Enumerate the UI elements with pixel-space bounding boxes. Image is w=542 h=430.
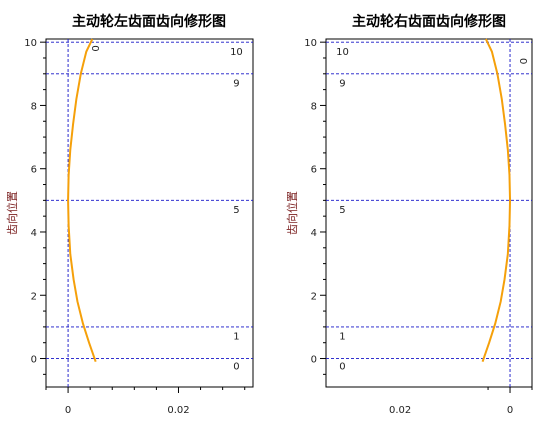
y-tick-label: 4 (311, 228, 317, 239)
y-tick-label: 10 (304, 38, 317, 49)
chart-title: 主动轮左齿面齿向修形图 (72, 13, 226, 30)
section-label: 5 (233, 205, 239, 216)
x-tick-label: 0 (65, 405, 71, 416)
section-label: 0 (339, 362, 345, 373)
y-axis-label: 齿向位置 (285, 191, 299, 235)
y-tick-label: 10 (24, 38, 37, 49)
y-axis-label: 齿向位置 (5, 191, 19, 235)
section-label: 0 (517, 58, 528, 64)
y-tick-label: 8 (311, 101, 317, 112)
section-label: 10 (230, 47, 243, 58)
y-tick-label: 4 (31, 228, 37, 239)
section-label: 10 (336, 47, 349, 58)
y-tick-label: 6 (311, 165, 317, 176)
x-tick-label: 0 (507, 405, 513, 416)
y-tick-label: 2 (31, 291, 37, 302)
y-tick-label: 8 (31, 101, 37, 112)
section-label: 1 (339, 332, 345, 343)
y-tick-label: 2 (311, 291, 317, 302)
chart-title: 主动轮右齿面齿向修形图 (352, 13, 506, 30)
y-tick-label: 0 (31, 355, 37, 366)
section-label: 9 (233, 78, 239, 89)
x-tick-label: 0.02 (167, 405, 189, 416)
section-label: 0 (233, 362, 239, 373)
section-label: 9 (339, 78, 345, 89)
section-label: 1 (233, 332, 239, 343)
section-label: 5 (339, 205, 345, 216)
y-tick-label: 6 (31, 165, 37, 176)
x-tick-label: 0.02 (389, 405, 411, 416)
section-label: 0 (89, 45, 100, 51)
y-tick-label: 0 (311, 355, 317, 366)
